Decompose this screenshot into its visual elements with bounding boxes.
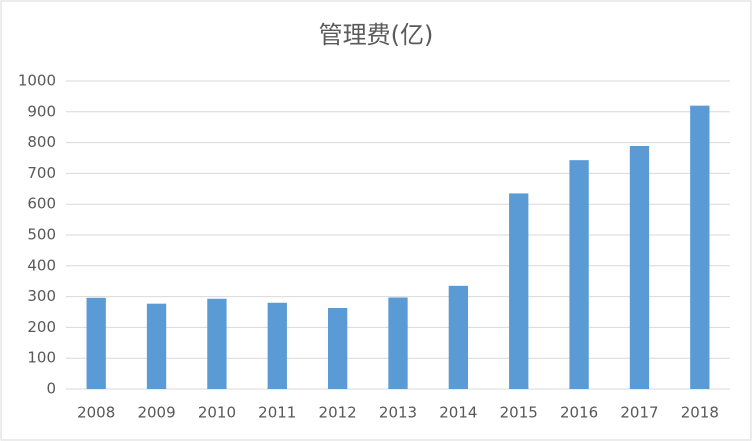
chart-title: 管理费(亿): [319, 21, 434, 49]
bar: [448, 285, 469, 389]
y-tick-label: 500: [27, 226, 56, 244]
y-tick-label: 800: [27, 133, 56, 151]
bar: [629, 145, 650, 389]
bar: [509, 193, 529, 389]
x-tick-label: 2012: [319, 404, 357, 422]
x-tick-label: 2010: [198, 404, 236, 422]
y-tick-label: 400: [27, 256, 56, 274]
bar: [86, 297, 106, 389]
y-tick-label: 600: [27, 195, 56, 213]
bar: [267, 302, 287, 389]
bar: [569, 160, 589, 389]
bar: [146, 303, 167, 389]
x-tick-label: 2011: [258, 404, 296, 422]
x-tick-label: 2009: [137, 404, 175, 422]
bar: [327, 307, 348, 389]
x-tick-label: 2013: [379, 404, 417, 422]
x-tick-label: 2017: [620, 404, 658, 422]
y-tick-label: 0: [46, 380, 56, 398]
x-tick-label: 2014: [439, 404, 477, 422]
x-tick-label: 2008: [77, 404, 115, 422]
x-tick-label: 2016: [560, 404, 598, 422]
y-tick-label: 900: [27, 102, 56, 120]
y-tick-label: 100: [27, 349, 56, 367]
x-tick-label: 2015: [500, 404, 538, 422]
bar: [207, 298, 227, 389]
y-tick-label: 300: [27, 287, 56, 305]
bar: [690, 105, 710, 389]
y-tick-label: 200: [27, 318, 56, 336]
bar: [388, 297, 408, 389]
y-tick-label: 700: [27, 164, 56, 182]
y-tick-label: 1000: [18, 72, 56, 90]
x-tick-label: 2018: [681, 404, 719, 422]
